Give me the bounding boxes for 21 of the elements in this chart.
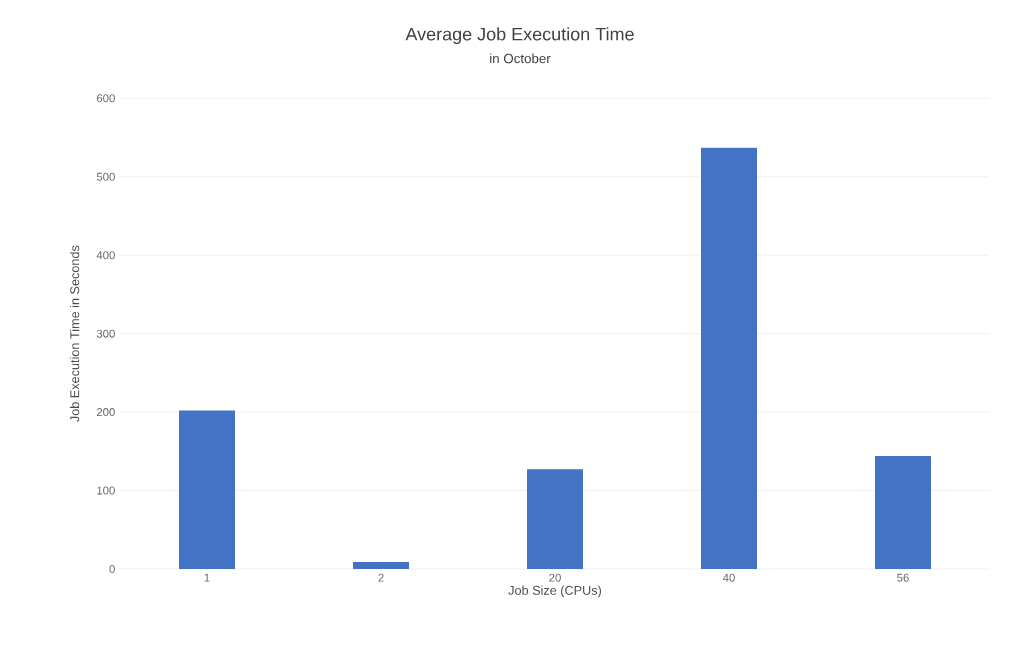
x-tick-label: 20 (549, 573, 561, 582)
x-tick-label: 56 (897, 573, 909, 582)
x-tick-label: 2 (378, 573, 384, 582)
y-tick-label: 400 (96, 251, 115, 260)
x-tick-label: 40 (722, 573, 735, 582)
y-tick-label: 300 (96, 329, 115, 338)
x-axis-title: Job Size (CPUs) (508, 585, 601, 598)
bar (179, 410, 236, 569)
y-tick-label: 200 (96, 408, 115, 417)
y-tick-label: 500 (96, 172, 115, 181)
y-tick-label: 0 (109, 564, 115, 573)
chart-subtitle: in October (490, 53, 551, 64)
y-axis-title: Job Execution Time in Seconds (69, 245, 80, 422)
bar (353, 561, 409, 569)
y-tick-label: 100 (97, 486, 115, 495)
chart-title: Average Job Execution Time (405, 27, 634, 45)
x-tick-label: 1 (204, 573, 210, 582)
bar (701, 147, 757, 569)
bar (875, 456, 931, 569)
bar (527, 469, 583, 569)
y-tick-label: 600 (96, 94, 115, 103)
